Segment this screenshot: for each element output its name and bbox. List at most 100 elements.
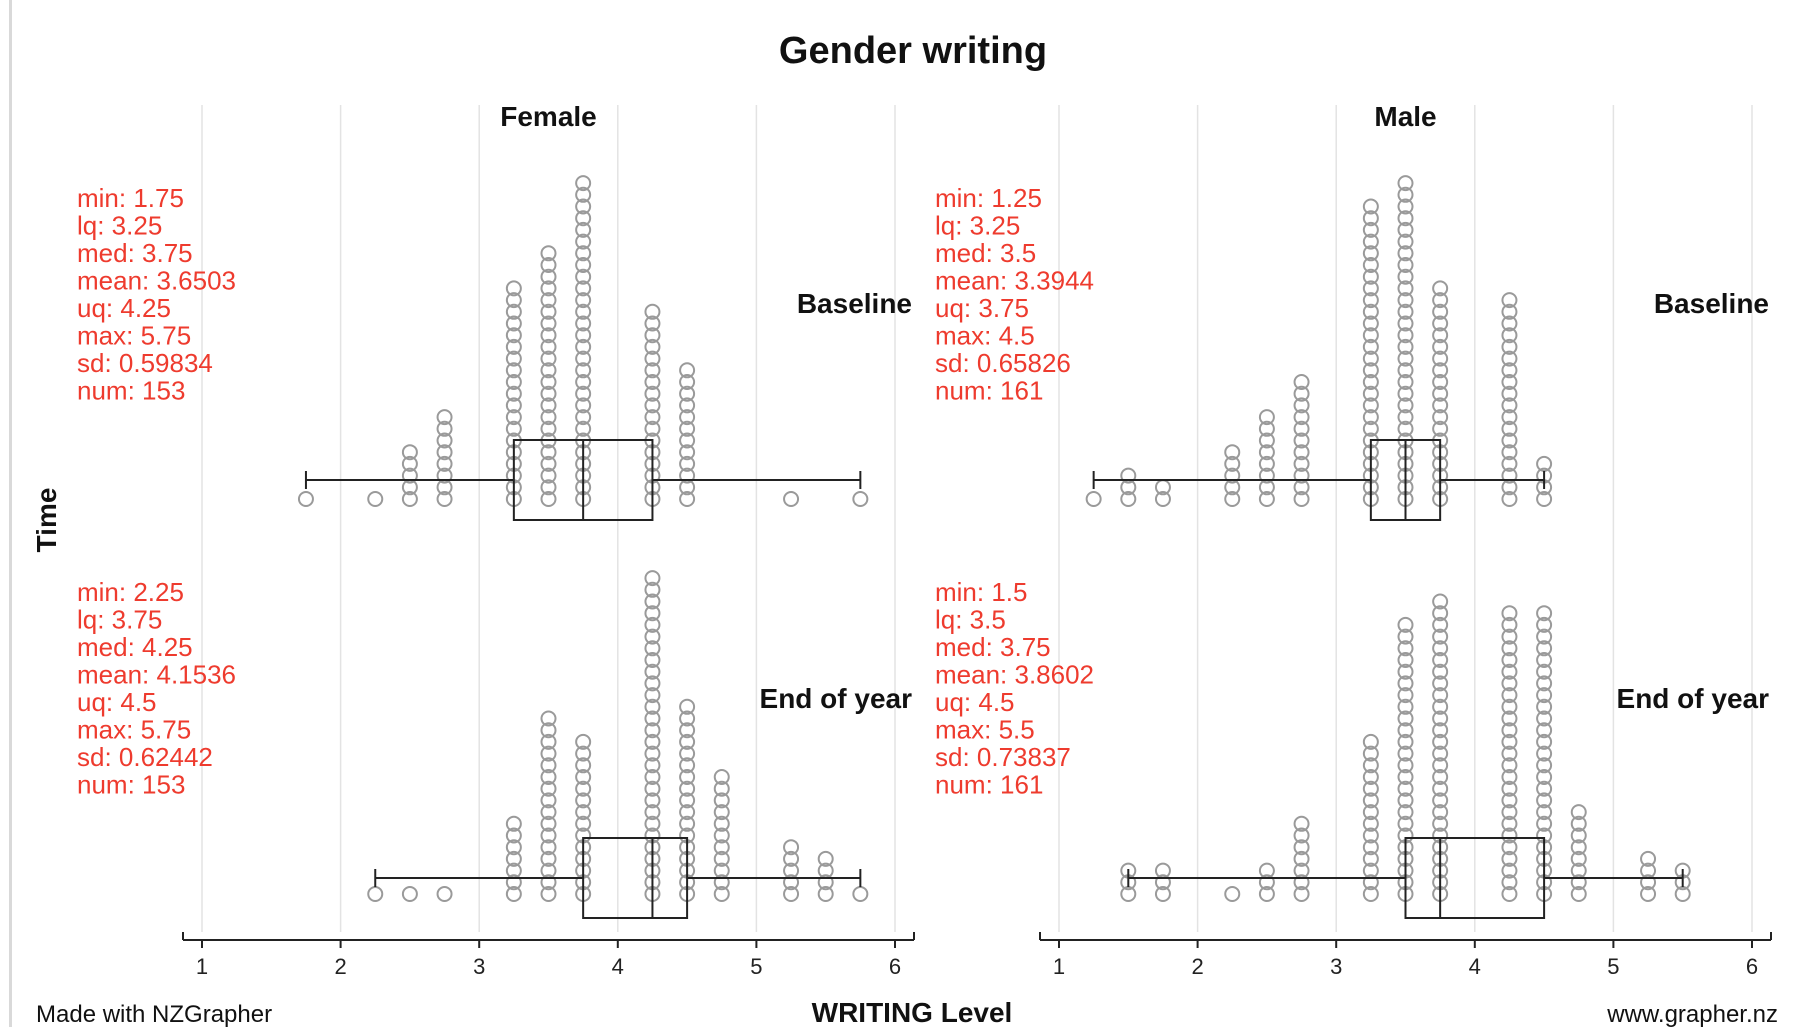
data-point bbox=[575, 385, 592, 402]
data-point bbox=[1536, 687, 1553, 704]
data-point bbox=[1362, 374, 1379, 390]
data-point bbox=[505, 827, 522, 844]
data-point bbox=[1432, 362, 1449, 379]
data-point bbox=[1293, 455, 1310, 472]
data-point bbox=[783, 886, 800, 902]
data-point bbox=[575, 233, 592, 250]
data-point bbox=[1501, 420, 1518, 437]
data-point bbox=[575, 198, 592, 215]
data-point bbox=[1501, 780, 1518, 797]
data-point bbox=[1120, 467, 1137, 484]
data-point bbox=[852, 886, 869, 902]
data-point bbox=[540, 397, 557, 414]
data-point bbox=[679, 710, 696, 727]
data-point bbox=[783, 839, 800, 856]
data-point bbox=[1293, 385, 1310, 402]
data-point bbox=[1432, 593, 1449, 610]
data-point bbox=[1397, 628, 1414, 645]
data-point bbox=[1293, 850, 1310, 867]
data-point bbox=[1362, 280, 1379, 297]
data-point bbox=[644, 303, 661, 320]
data-point bbox=[575, 815, 592, 832]
data-point bbox=[1570, 804, 1587, 821]
data-point bbox=[540, 245, 557, 262]
data-point bbox=[1293, 839, 1310, 856]
data-point bbox=[679, 374, 696, 390]
data-point bbox=[1293, 815, 1310, 832]
tick-label: 3 bbox=[1330, 954, 1342, 979]
data-point bbox=[1501, 640, 1518, 657]
data-point bbox=[1536, 616, 1553, 633]
data-point bbox=[1224, 455, 1241, 472]
data-point bbox=[575, 792, 592, 809]
data-point bbox=[540, 280, 557, 297]
data-point bbox=[1536, 491, 1553, 507]
data-point bbox=[1362, 198, 1379, 215]
data-point bbox=[679, 757, 696, 774]
data-point bbox=[713, 815, 730, 832]
data-point bbox=[1397, 221, 1414, 238]
data-point bbox=[644, 745, 661, 762]
panel-title: Female bbox=[500, 101, 597, 132]
data-point bbox=[1432, 292, 1449, 309]
data-point bbox=[1501, 839, 1518, 856]
data-point bbox=[1397, 698, 1414, 715]
data-point bbox=[644, 722, 661, 739]
data-point bbox=[679, 792, 696, 809]
data-point bbox=[1362, 338, 1379, 355]
data-point bbox=[644, 769, 661, 785]
panel-title: Male bbox=[1374, 101, 1436, 132]
data-point bbox=[1501, 874, 1518, 891]
data-point bbox=[505, 850, 522, 867]
data-point bbox=[1501, 792, 1518, 809]
y-axis-label: Time bbox=[31, 488, 62, 553]
data-point bbox=[540, 327, 557, 344]
data-point bbox=[644, 605, 661, 622]
data-point bbox=[575, 757, 592, 774]
data-point bbox=[401, 455, 418, 472]
data-point bbox=[679, 491, 696, 507]
data-point bbox=[817, 874, 834, 891]
data-point bbox=[1362, 245, 1379, 262]
data-point bbox=[1397, 804, 1414, 821]
data-point bbox=[1570, 815, 1587, 832]
data-point bbox=[1293, 397, 1310, 414]
data-point bbox=[1570, 874, 1587, 891]
summary-stat: lq: 3.25 bbox=[77, 211, 162, 241]
data-point bbox=[575, 338, 592, 355]
data-point bbox=[436, 432, 453, 449]
data-point bbox=[1397, 350, 1414, 367]
data-point bbox=[540, 850, 557, 867]
data-point bbox=[505, 292, 522, 309]
data-point bbox=[1432, 652, 1449, 668]
data-point bbox=[505, 303, 522, 320]
summary-stat: min: 1.25 bbox=[935, 183, 1042, 213]
data-point bbox=[401, 444, 418, 461]
data-point bbox=[575, 804, 592, 821]
data-point bbox=[540, 303, 557, 320]
data-point bbox=[1536, 698, 1553, 715]
data-point bbox=[540, 479, 557, 496]
data-point bbox=[540, 804, 557, 821]
data-point bbox=[540, 710, 557, 727]
data-point bbox=[1570, 839, 1587, 856]
summary-stat: min: 1.75 bbox=[77, 183, 184, 213]
data-point bbox=[1293, 827, 1310, 844]
data-point bbox=[540, 733, 557, 750]
data-point bbox=[575, 397, 592, 414]
data-point bbox=[1501, 338, 1518, 355]
tick-label: 5 bbox=[1607, 954, 1619, 979]
data-point bbox=[1258, 467, 1275, 484]
data-point bbox=[401, 467, 418, 484]
data-point bbox=[505, 874, 522, 891]
data-point bbox=[505, 886, 522, 902]
data-point bbox=[1501, 628, 1518, 645]
summary-stat: max: 5.75 bbox=[77, 321, 191, 351]
group-label: End of year bbox=[760, 683, 913, 714]
data-point bbox=[783, 874, 800, 891]
data-point bbox=[1362, 350, 1379, 367]
data-point bbox=[575, 327, 592, 344]
data-point bbox=[644, 397, 661, 414]
data-point bbox=[540, 839, 557, 856]
data-point bbox=[1362, 303, 1379, 320]
